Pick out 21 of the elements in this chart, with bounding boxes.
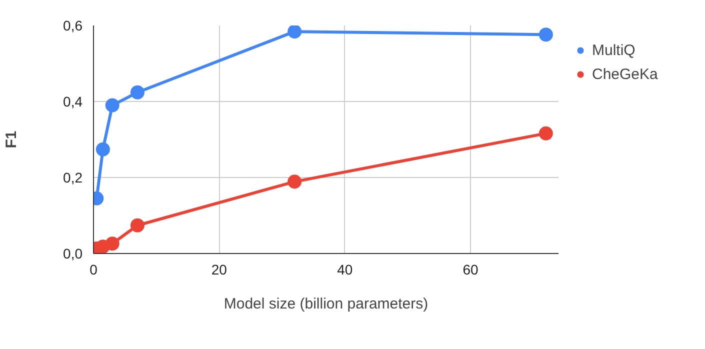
point	[105, 98, 120, 112]
x-tick-label: 40	[337, 262, 353, 278]
point	[288, 174, 302, 189]
point	[130, 85, 144, 100]
y-tick-label: 0,2	[63, 170, 83, 186]
x-axis-title: Model size (billion parameters)	[224, 296, 428, 312]
point	[130, 218, 144, 232]
x-tick-label: 60	[462, 262, 479, 278]
x-tick-label: 20	[211, 262, 228, 278]
point	[96, 142, 110, 156]
point	[538, 28, 553, 42]
y-tick-label: 0,4	[63, 94, 83, 110]
x-tick-label: 0	[90, 262, 98, 278]
y-axis-title: F1	[3, 130, 20, 148]
legend-label: MultiQ	[592, 42, 636, 58]
point	[105, 236, 120, 251]
legend-label: CheGeKa	[592, 66, 658, 82]
y-tick-label: 0,0	[63, 246, 83, 262]
point	[538, 126, 553, 140]
point	[288, 26, 302, 39]
y-tick-label: 0,6	[63, 18, 83, 34]
